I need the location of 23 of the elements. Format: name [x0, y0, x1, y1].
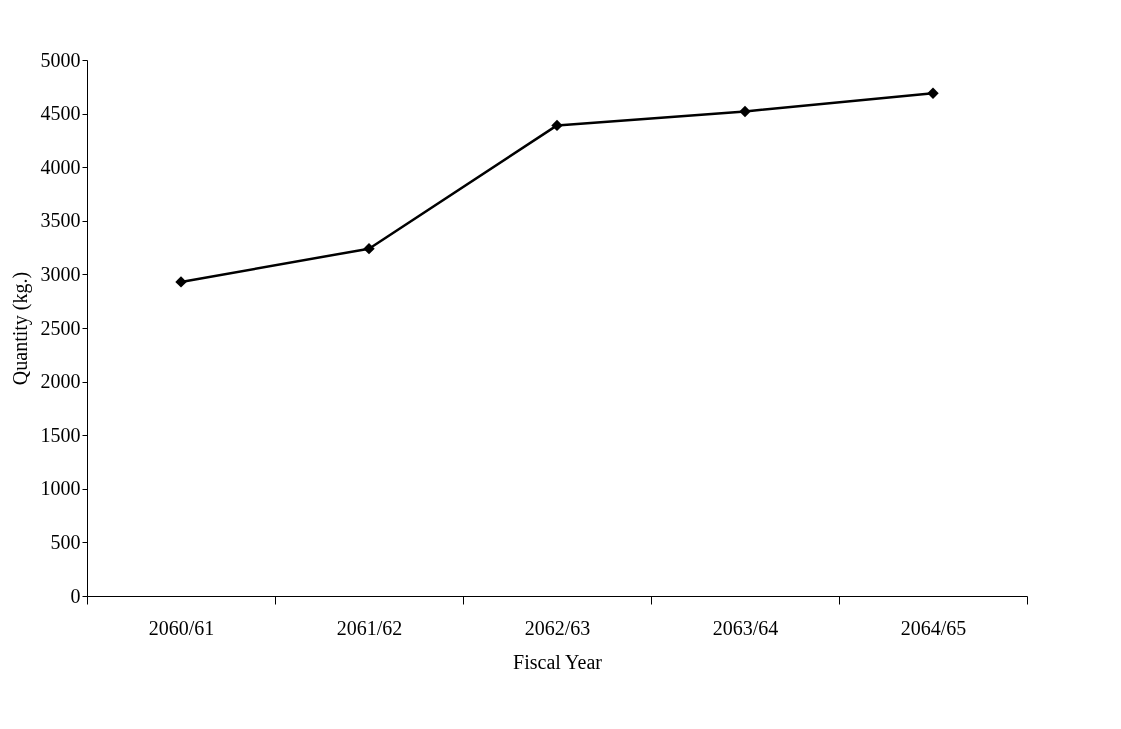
- y-tick-label: 3500: [40, 209, 81, 232]
- y-tick-label: 500: [50, 530, 81, 553]
- x-axis-title: Fiscal Year: [513, 650, 603, 673]
- x-tick-label: 2060/61: [148, 616, 215, 639]
- x-tick-label: 2061/62: [336, 616, 403, 639]
- x-tick-label: 2062/63: [524, 616, 591, 639]
- y-axis-title: Quantity (kg.): [8, 271, 32, 386]
- x-tick-label: 2063/64: [712, 616, 779, 639]
- y-tick-label: 1000: [40, 477, 81, 500]
- y-tick-label: 1500: [40, 423, 81, 446]
- point: [551, 119, 563, 132]
- x-tick-label: 2064/65: [900, 616, 967, 639]
- y-tick-label: 2000: [40, 370, 81, 393]
- y-tick-label: 2500: [40, 316, 81, 339]
- point: [927, 87, 939, 99]
- y-tick-label: 4000: [40, 155, 81, 178]
- y-tick-label: 0: [70, 584, 81, 607]
- y-tick-label: 5000: [40, 48, 81, 71]
- y-tick-label: 3000: [40, 262, 81, 285]
- y-tick-label: 4500: [40, 102, 81, 125]
- point: [363, 242, 375, 255]
- point: [739, 105, 751, 118]
- point: [175, 276, 187, 288]
